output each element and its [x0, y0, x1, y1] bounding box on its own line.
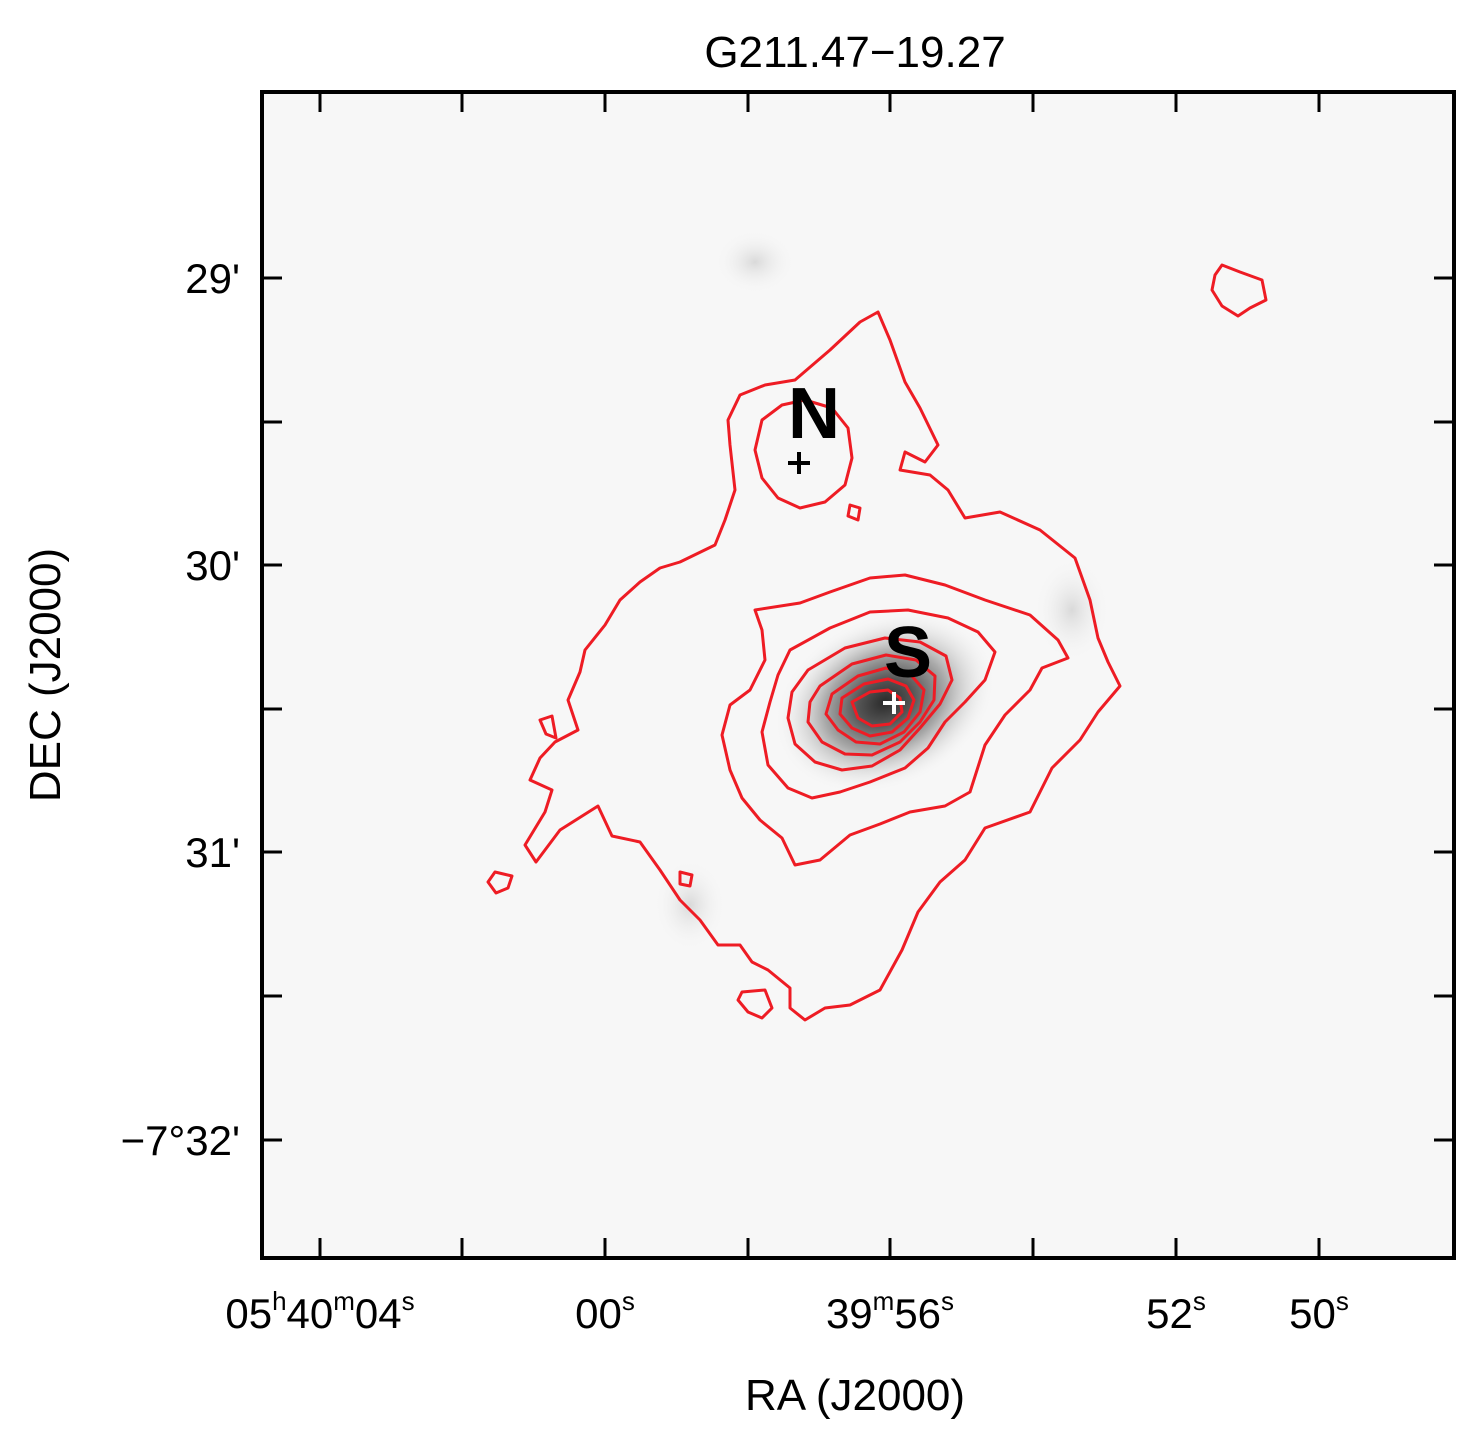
contour-level-4	[786, 636, 954, 772]
source-label-n: N	[788, 374, 840, 454]
chart-title: G211.47−19.27	[704, 28, 1005, 77]
contour-level-1-islet-mid	[678, 870, 694, 888]
x-tick-label: 00s	[575, 1286, 635, 1337]
contour-level-1-islet-sw	[486, 870, 514, 895]
y-tick-label: 31'	[185, 829, 240, 876]
x-tick-label: 52s	[1146, 1286, 1206, 1337]
tick-marks	[262, 92, 1454, 1258]
contour-level-1	[523, 310, 1122, 1022]
source-markers	[788, 452, 905, 714]
x-tick-label: 05h40m04s	[225, 1286, 414, 1337]
x-tick-label: 50s	[1289, 1286, 1349, 1337]
y-tick-label: −7°32'	[121, 1117, 240, 1164]
contour-level-6	[824, 666, 926, 746]
source-n-marker	[788, 452, 810, 474]
contour-level-2-n	[753, 398, 854, 510]
contour-level-7	[838, 677, 916, 738]
faint-emission-south	[654, 859, 726, 951]
contour-level-1-islet-ne	[1210, 263, 1268, 318]
y-tick-label: 30'	[185, 542, 240, 589]
x-tick-labels: 05h40m04s 00s 39m56s 52s 50s	[225, 1286, 1349, 1337]
plot-area: N S	[262, 92, 1454, 1258]
contour-level-1-islet-s	[736, 988, 774, 1020]
contour-level-8	[850, 688, 904, 728]
faint-emission-east	[1034, 558, 1110, 662]
plot-frame	[260, 90, 1456, 1260]
x-tick-label: 39m56s	[826, 1286, 954, 1337]
y-axis-label: DEC (J2000)	[21, 548, 70, 802]
contours	[486, 263, 1268, 1022]
source-s-marker	[883, 692, 905, 714]
contour-level-2-s	[720, 573, 1070, 867]
y-tick-label: 29'	[185, 255, 240, 302]
faint-emission-top	[715, 230, 795, 294]
contour-level-3	[760, 608, 997, 800]
x-axis-label: RA (J2000)	[745, 1371, 965, 1420]
contour-level-5	[806, 653, 937, 757]
y-tick-labels: 29' 30' 31' −7°32'	[121, 255, 240, 1164]
source-label-s: S	[884, 613, 932, 693]
contour-level-1-islet-w	[538, 714, 558, 740]
contour-level-1-islet-n	[846, 503, 862, 522]
